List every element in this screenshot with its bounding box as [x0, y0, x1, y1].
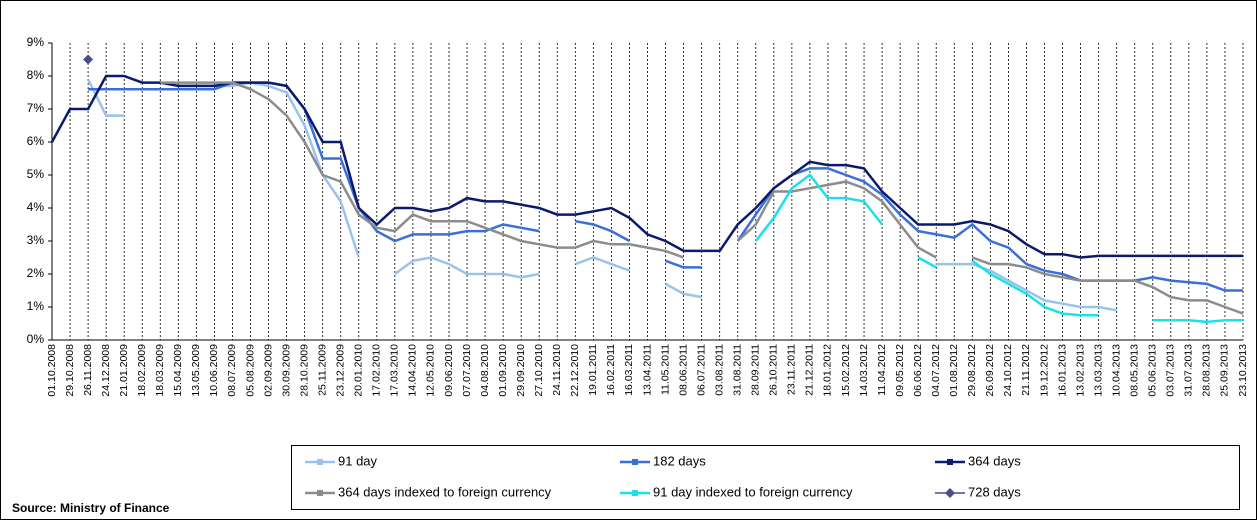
legend-marker: [947, 459, 953, 465]
x-tick-label: 01.10.2008: [46, 344, 58, 397]
x-tick-label: 15.02.2012: [840, 344, 852, 397]
x-tick-label: 17.02.2010: [371, 344, 383, 397]
x-tick-label: 11.04.2012: [876, 344, 888, 396]
x-tick-label: 04.07.2012: [930, 344, 942, 397]
legend-label: 182 days: [653, 453, 706, 468]
y-tick-label: 0%: [27, 332, 45, 346]
x-tick-label: 13.02.2013: [1074, 344, 1086, 397]
x-tick-label: 31.08.2011: [732, 344, 744, 396]
x-tick-label: 24.11.2010: [551, 344, 563, 396]
series-line: [88, 81, 1243, 292]
x-tick-label: 25.11.2009: [316, 344, 328, 396]
x-tick-label: 19.12.2012: [1038, 344, 1050, 397]
x-tick-label: 13.04.2011: [641, 344, 653, 396]
x-tick-label: 28.09.2011: [750, 344, 762, 396]
x-tick-label: 11.05.2011: [659, 344, 671, 395]
x-tick-label: 20.01.2010: [353, 344, 365, 397]
y-tick-label: 3%: [27, 233, 45, 247]
x-tick-label: 24.12.2008: [100, 344, 112, 397]
x-tick-label: 07.07.2010: [461, 344, 473, 397]
x-tick-label: 10.04.2013: [1110, 344, 1122, 397]
x-tick-label: 25.09.2013: [1219, 344, 1231, 397]
x-tick-label: 23.12.2009: [335, 344, 347, 397]
x-tick-label: 27.10.2010: [533, 344, 545, 397]
x-tick-label: 22.12.2010: [569, 344, 581, 397]
x-tick-label: 21.12.2011: [804, 344, 816, 396]
x-tick-label: 06.07.2011: [695, 344, 707, 396]
x-tick-label: 14.03.2012: [858, 344, 870, 397]
legend-marker: [317, 490, 323, 496]
x-tick-label: 15.04.2009: [172, 344, 184, 397]
x-tick-label: 04.08.2010: [479, 344, 491, 397]
y-tick-label: 5%: [27, 167, 45, 181]
x-tick-label: 09.06.2010: [443, 344, 455, 397]
series-line: [50, 74, 1243, 259]
source-note: Source: Ministry of Finance: [12, 501, 170, 515]
legend-marker: [632, 459, 638, 465]
legend-label: 364 days indexed to foreign currency: [338, 484, 552, 499]
y-tick-label: 7%: [27, 101, 45, 115]
x-tick-label: 21.11.2012: [1020, 344, 1032, 396]
x-tick-label: 16.01.2013: [1056, 344, 1068, 397]
series-line: [754, 173, 1243, 324]
x-tick-label: 06.06.2012: [912, 344, 924, 397]
legend-label: 728 days: [968, 484, 1021, 499]
x-tick-label: 12.05.2010: [425, 344, 437, 397]
legend-marker: [632, 490, 638, 496]
y-tick-label: 6%: [27, 134, 45, 148]
x-tick-label: 14.04.2010: [407, 344, 419, 397]
x-tick-label: 23.11.2011: [786, 344, 798, 395]
x-tick-label: 18.03.2009: [154, 344, 166, 397]
x-tick-label: 13.05.2009: [190, 344, 202, 397]
x-tick-label: 02.09.2009: [262, 344, 274, 397]
y-tick-label: 8%: [27, 68, 45, 82]
x-tick-label: 18.02.2009: [136, 344, 148, 397]
x-tick-label: 24.10.2012: [1002, 344, 1014, 397]
x-tick-label: 05.06.2013: [1147, 344, 1159, 397]
x-tick-label: 29.10.2008: [64, 344, 76, 397]
x-tick-label: 09.05.2012: [894, 344, 906, 397]
x-tick-label: 16.03.2011: [623, 344, 635, 396]
series-line: [160, 81, 1244, 315]
x-tick-label: 30.09.2009: [280, 344, 292, 397]
x-tick-label: 10.06.2009: [208, 344, 220, 397]
x-tick-label: 28.08.2013: [1201, 344, 1213, 397]
x-tick-label: 13.03.2013: [1092, 344, 1104, 397]
legend-marker: [945, 488, 955, 498]
x-tick-label: 01.09.2010: [497, 344, 509, 397]
x-tick-label: 16.02.2011: [605, 344, 617, 396]
x-tick-label: 23.10.2013: [1237, 344, 1249, 397]
x-tick-label: 08.06.2011: [677, 344, 689, 396]
x-tick-label: 17.03.2010: [389, 344, 401, 397]
x-tick-label: 03.08.2011: [713, 344, 725, 396]
y-tick-label: 2%: [27, 266, 45, 280]
x-tick-label: 31.07.2013: [1183, 344, 1195, 397]
x-tick-label: 03.07.2013: [1165, 344, 1177, 397]
legend-marker: [317, 459, 323, 465]
x-tick-label: 26.09.2012: [984, 344, 996, 397]
x-tick-label: 05.08.2009: [244, 344, 256, 397]
x-tick-label: 26.10.2011: [768, 344, 780, 396]
y-tick-label: 9%: [27, 35, 45, 49]
x-tick-label: 21.01.2009: [118, 344, 130, 397]
y-tick-label: 1%: [27, 299, 45, 313]
x-tick-label: 29.09.2010: [515, 344, 527, 397]
x-tick-label: 08.07.2009: [226, 344, 238, 397]
y-tick-label: 4%: [27, 200, 45, 214]
legend-box: [291, 445, 1240, 510]
x-tick-label: 18.01.2012: [822, 344, 834, 397]
x-tick-label: 29.08.2012: [966, 344, 978, 397]
legend-label: 91 day: [338, 453, 378, 468]
legend-label: 91 day indexed to foreign currency: [653, 484, 853, 499]
legend-label: 364 days: [968, 453, 1021, 468]
x-tick-label: 19.01.2011: [587, 344, 599, 396]
x-tick-label: 28.10.2009: [298, 344, 310, 397]
series-point: [83, 54, 94, 65]
x-tick-label: 08.05.2013: [1129, 344, 1141, 397]
x-tick-label: 26.11.2008: [82, 344, 94, 396]
x-tick-label: 01.08.2012: [948, 344, 960, 397]
